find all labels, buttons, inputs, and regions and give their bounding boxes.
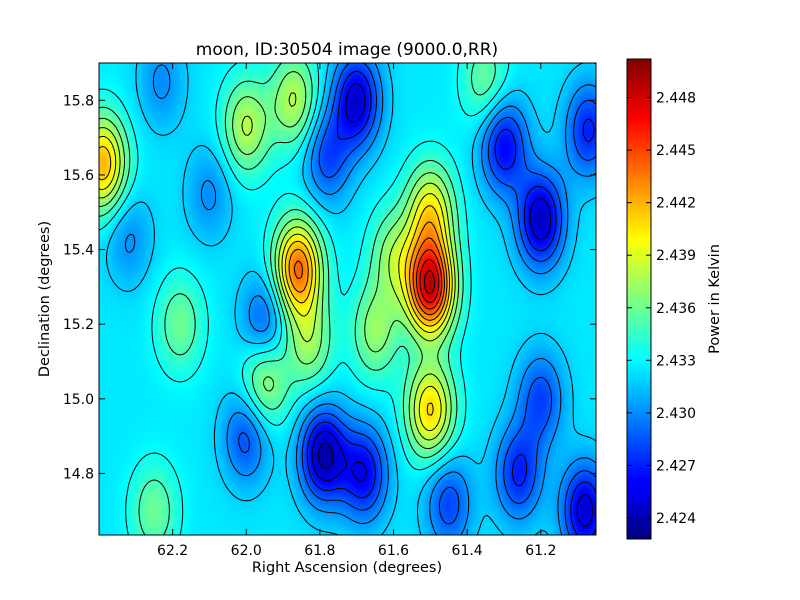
x-tick-label: 61.6 bbox=[378, 543, 409, 559]
colorbar-tick-label: 2.439 bbox=[656, 248, 696, 264]
contour-level bbox=[99, 135, 453, 431]
contour-level bbox=[288, 221, 448, 321]
y-axis-label: Declination (degrees) bbox=[37, 221, 53, 377]
colorbar-ticks: 2.424 2.427 2.430 2.433 2.436 2.439 2.442 2.445… bbox=[627, 91, 696, 527]
chart-title: moon, ID:30504 image (9000.0,RR) bbox=[196, 40, 498, 60]
colorbar-label: Power in Kelvin bbox=[707, 244, 723, 354]
contour-level bbox=[294, 237, 445, 316]
x-axis-label: Right Ascension (degrees) bbox=[252, 560, 442, 576]
x-tick-label: 61.4 bbox=[452, 543, 483, 559]
y-tick-label: 15.2 bbox=[63, 317, 94, 333]
y-tick-label: 15.0 bbox=[63, 392, 94, 408]
contour-level bbox=[318, 442, 334, 469]
x-tick-label: 62.0 bbox=[231, 543, 262, 559]
colorbar-tick-label: 2.433 bbox=[656, 353, 696, 369]
colorbar-gradient bbox=[627, 59, 651, 539]
contour-level bbox=[424, 270, 436, 294]
y-tick-label: 15.8 bbox=[63, 93, 94, 109]
contour-level bbox=[238, 63, 596, 535]
contour-level bbox=[419, 259, 440, 303]
heatmap-image bbox=[99, 63, 596, 535]
y-axis: 14.8 15.0 15.2 15.4 15.6 15.8 bbox=[63, 93, 596, 482]
colorbar-tick-label: 2.430 bbox=[656, 406, 696, 422]
x-axis: 62.2 62.0 61.8 61.6 61.4 61.2 bbox=[157, 63, 556, 559]
x-tick-label: 61.8 bbox=[304, 543, 335, 559]
contour-level bbox=[306, 70, 596, 535]
colorbar-tick-label: 2.448 bbox=[656, 91, 696, 107]
contour-level bbox=[124, 63, 596, 535]
contour-level bbox=[106, 63, 596, 535]
plot-area bbox=[98, 62, 597, 536]
contour-level bbox=[99, 92, 456, 441]
contour-level bbox=[416, 249, 443, 310]
colorbar-tick-label: 2.445 bbox=[656, 143, 696, 159]
colorbar-frame bbox=[626, 58, 652, 540]
x-tick-label: 61.2 bbox=[525, 543, 556, 559]
contour-level bbox=[99, 63, 510, 535]
x-tick-label: 62.2 bbox=[157, 543, 188, 559]
contour-level bbox=[99, 71, 460, 450]
contour-level bbox=[311, 83, 594, 527]
colorbar-tick-label: 2.424 bbox=[656, 511, 696, 527]
plot-frame bbox=[98, 62, 597, 536]
contour-lines bbox=[99, 63, 596, 535]
y-tick-label: 15.4 bbox=[63, 243, 94, 259]
contour-level bbox=[99, 63, 496, 535]
colorbar-tick-label: 2.427 bbox=[656, 458, 696, 474]
y-tick-label: 14.8 bbox=[63, 466, 94, 482]
colorbar-tick-label: 2.436 bbox=[656, 301, 696, 317]
contour-level bbox=[99, 146, 450, 416]
colorbar: 2.424 2.427 2.430 2.433 2.436 2.439 2.442 2.445… bbox=[626, 58, 696, 540]
y-tick-label: 15.6 bbox=[63, 168, 94, 184]
colorbar-tick-label: 2.442 bbox=[656, 196, 696, 212]
